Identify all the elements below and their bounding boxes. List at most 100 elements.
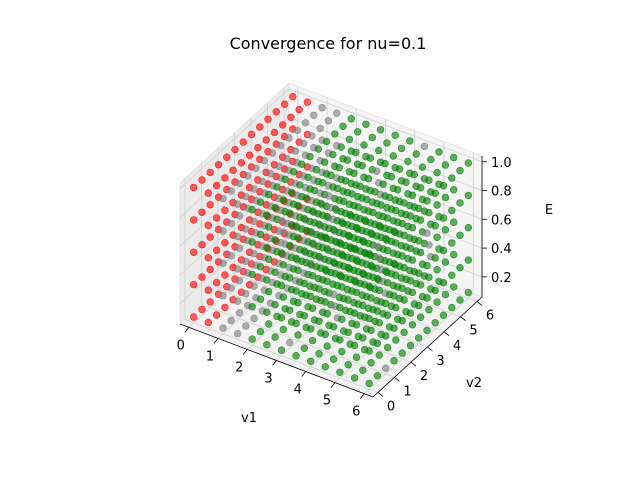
scatter-point: [338, 315, 346, 323]
scatter-point: [256, 295, 265, 303]
scatter-point: [418, 163, 427, 171]
x-tick-label: 0: [177, 338, 185, 353]
scatter-point: [310, 111, 318, 120]
scatter-point: [235, 212, 244, 220]
scatter-point: [323, 277, 331, 286]
scatter-point: [329, 258, 338, 266]
scatter-point: [279, 293, 287, 301]
scatter-point: [262, 136, 270, 144]
x-axis-label: v1: [241, 411, 257, 426]
scatter-point: [464, 159, 472, 167]
y-tick-mark: [460, 316, 466, 322]
scatter-point: [244, 172, 252, 180]
scatter-point: [323, 212, 331, 221]
scatter-point: [336, 239, 344, 247]
scatter-point: [390, 357, 398, 365]
scatter-point: [245, 151, 254, 159]
scatter-point: [190, 216, 198, 224]
scatter-point: [336, 303, 344, 312]
scatter-point: [321, 233, 329, 242]
scatter-point: [395, 165, 404, 173]
scatter-point: [336, 336, 344, 344]
scatter-point: [431, 254, 439, 262]
x-tick-label: 4: [294, 383, 302, 398]
scatter-point: [235, 276, 244, 285]
scatter-point: [390, 227, 398, 235]
grid-line-v2: [283, 228, 478, 302]
scatter-point: [315, 285, 323, 293]
x-tick-label: 5: [323, 394, 331, 409]
scatter-point: [376, 126, 385, 134]
scatter-point: [415, 269, 423, 277]
scatter-point: [271, 301, 279, 309]
scatter-point: [294, 234, 302, 242]
scatter-point: [256, 198, 265, 206]
scatter-point: [315, 220, 323, 228]
grid-line-e: [179, 88, 290, 190]
scatter-point: [352, 353, 361, 361]
scatter-point: [271, 268, 279, 276]
scatter-point: [392, 206, 400, 215]
grid-line-e: [288, 174, 483, 249]
scatter-point: [198, 273, 206, 281]
scatter-point: [304, 173, 312, 182]
scatter-point: [367, 294, 375, 302]
scatter-point: [248, 303, 256, 311]
scatter-point: [204, 254, 213, 262]
scatter-point: [373, 167, 381, 175]
scatter-point: [233, 232, 242, 241]
scatter-point: [379, 180, 387, 189]
scatter-point: [359, 366, 367, 374]
scatter-point: [343, 156, 352, 164]
scatter-point: [373, 275, 382, 283]
scatter-point: [464, 224, 472, 232]
scatter-point: [204, 286, 213, 294]
scatter-point: [302, 194, 310, 202]
scatter-point: [448, 239, 456, 247]
y-tick-mark: [476, 301, 483, 306]
scatter-point: [439, 279, 448, 287]
scatter-point: [400, 296, 408, 304]
scatter-point: [266, 170, 275, 178]
scatter-point: [375, 351, 383, 359]
scatter-point: [285, 134, 293, 142]
scatter-point: [300, 215, 308, 223]
y-tick-label: 5: [469, 324, 477, 339]
scatter-point: [256, 327, 265, 336]
scatter-point: [198, 208, 206, 217]
scatter-point: [338, 283, 346, 291]
scatter-point: [397, 144, 406, 153]
scatter-point: [448, 206, 456, 215]
x-tick-mark: [301, 371, 307, 377]
scatter-point: [390, 292, 398, 300]
scatter-point: [423, 294, 431, 302]
scatter-point: [389, 152, 397, 160]
scatter-point: [433, 266, 441, 274]
x-tick-label: 6: [352, 405, 360, 420]
scatter-point: [352, 321, 361, 329]
y-tick-label: 6: [486, 309, 494, 324]
scatter-point: [206, 265, 214, 274]
scatter-point: [404, 157, 412, 166]
scatter-point: [350, 309, 359, 317]
scatter-point: [231, 145, 239, 154]
scatter-point: [294, 299, 302, 307]
scatter-point: [190, 248, 198, 257]
scatter-point: [307, 325, 315, 333]
scatter-point: [344, 263, 352, 272]
scatter-point: [323, 342, 331, 350]
scatter-point: [427, 155, 435, 164]
scatter-point: [287, 113, 295, 122]
scatter-point: [348, 190, 356, 198]
scatter-point: [441, 258, 450, 266]
scatter-point: [450, 283, 458, 291]
scatter-point: [375, 221, 383, 230]
scatter-point: [425, 241, 433, 249]
scatter-point: [340, 197, 348, 206]
scatter-point: [229, 166, 237, 175]
scatter-point: [250, 282, 258, 290]
scatter-point: [204, 189, 213, 197]
scatter-point: [450, 186, 458, 194]
scatter-point: [329, 355, 338, 363]
scatter-point: [221, 174, 229, 182]
